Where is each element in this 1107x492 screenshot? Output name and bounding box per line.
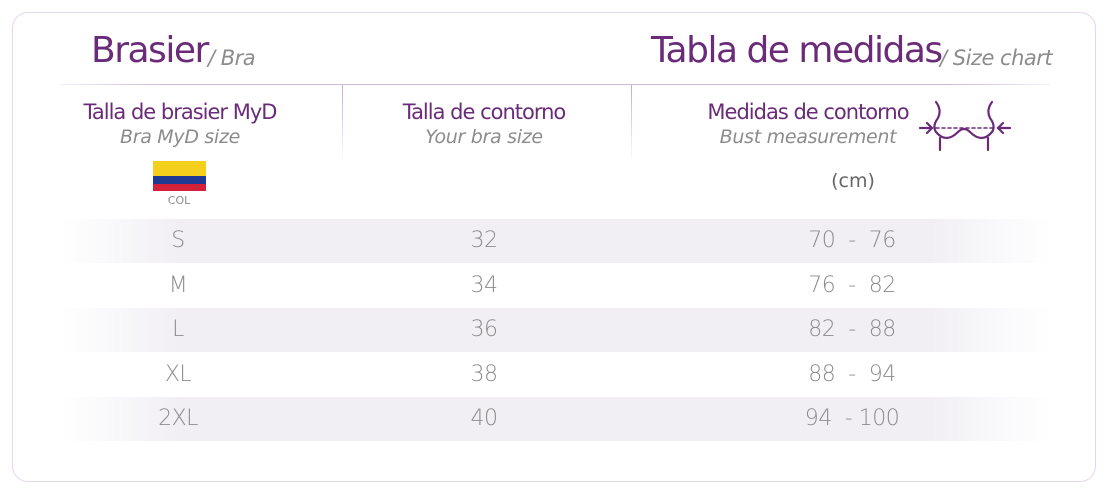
header-divider [60, 84, 1050, 85]
size-cell: S [171, 228, 185, 253]
flag-caption: COL [167, 194, 191, 207]
column-sublabel: Your bra size [425, 126, 543, 148]
band-size-cell: 36 [470, 317, 499, 342]
column-divider [631, 85, 632, 163]
size-cell: L [172, 317, 184, 342]
size-cell: 2XL [158, 406, 198, 431]
column-header-band-size: Talla de contorno Your bra size [402, 100, 567, 148]
column-label: Talla de contorno [402, 100, 567, 124]
colombia-flag-icon [153, 161, 206, 191]
bust-measurement-icon [918, 100, 1012, 152]
unit-label: (cm) [831, 170, 875, 192]
brand-title: Brasier [91, 30, 209, 71]
bust-measurement-cell: 82 - 88 [808, 317, 896, 342]
column-divider [342, 85, 343, 163]
column-header-bust-measurement: Medidas de contorno Bust measurement [707, 100, 909, 148]
bust-measurement-cell: 70 - 76 [808, 228, 896, 253]
table-row: S 32 70 - 76 [60, 219, 1050, 263]
bust-measurement-cell: 76 - 82 [808, 272, 896, 298]
size-cell: M [168, 272, 188, 298]
chart-subtitle: / Size chart [940, 46, 1053, 70]
band-size-cell: 38 [470, 361, 499, 387]
band-size-cell: 32 [470, 228, 499, 253]
bust-measurement-cell: 88 - 94 [808, 361, 896, 387]
bust-measurement-cell: 94 - 100 [804, 406, 900, 431]
table-row: XL 38 88 - 94 [60, 353, 1050, 397]
column-sublabel: Bra MyD size [119, 126, 241, 148]
column-sublabel: Bust measurement [719, 126, 897, 148]
band-size-cell: 40 [470, 406, 499, 431]
column-label: Medidas de contorno [707, 100, 909, 124]
size-cell: XL [164, 361, 192, 387]
table-row: 2XL 40 94 - 100 [60, 397, 1050, 441]
column-label: Talla de brasier MyD [83, 100, 278, 124]
size-chart-frame [12, 12, 1096, 482]
table-row: M 34 76 - 82 [60, 264, 1050, 308]
brand-subtitle: / Bra [208, 46, 256, 70]
table-row: L 36 82 - 88 [60, 308, 1050, 352]
band-size-cell: 34 [470, 272, 499, 298]
chart-title: Tabla de medidas [651, 30, 943, 71]
column-header-myd-size: Talla de brasier MyD Bra MyD size [83, 100, 278, 148]
